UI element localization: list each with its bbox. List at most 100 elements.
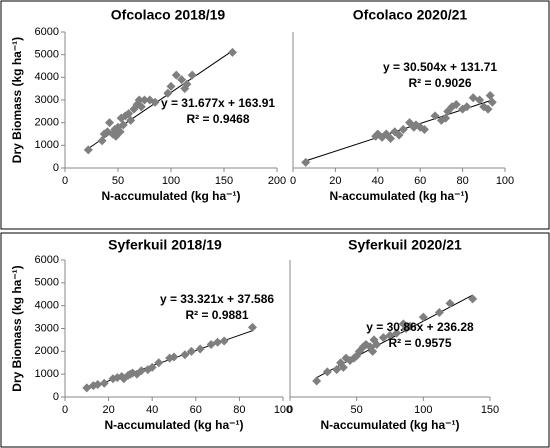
data-point	[368, 346, 378, 356]
y-tick-label: 5000	[35, 277, 59, 289]
data-point	[434, 308, 444, 318]
data-point	[187, 70, 197, 80]
data-point	[462, 102, 472, 112]
trendline-equation: y = 30.504x + 131.71	[383, 60, 497, 74]
trendline-equation: y = 31.677x + 163.91	[161, 96, 275, 110]
data-point	[136, 102, 146, 112]
x-tick-label: 60	[190, 404, 202, 416]
data-point	[487, 97, 497, 107]
trendline-equation: R² = 0.9881	[185, 308, 248, 322]
y-tick-label: 1000	[35, 139, 59, 151]
data-point	[445, 298, 455, 308]
data-point	[485, 90, 495, 100]
x-tick-label: 40	[146, 404, 158, 416]
y-tick-label: 4000	[35, 71, 59, 83]
y-tick-label: 3000	[35, 94, 59, 106]
data-point	[195, 344, 205, 354]
x-tick-label: 150	[481, 404, 499, 416]
y-tick-label: 6000	[35, 254, 59, 266]
x-tick-label: 0	[62, 404, 68, 416]
x-tick-label: 20	[102, 404, 114, 416]
x-tick-label: 100	[274, 404, 292, 416]
trendline-equation: y = 30.86x + 236.28	[366, 320, 474, 334]
chart-title: Syferkuil 2020/21	[348, 237, 462, 253]
trendline-equation: y = 33.321x + 37.586	[160, 292, 274, 306]
y-tick-label: 3000	[35, 322, 59, 334]
x-tick-label: 0	[287, 404, 293, 416]
trendline-equation: R² = 0.9575	[388, 336, 451, 350]
data-point	[105, 118, 115, 128]
data-point	[301, 157, 311, 167]
data-point	[418, 312, 428, 322]
y-tick-label: 2000	[35, 345, 59, 357]
x-tick-label: 60	[414, 175, 426, 187]
data-point	[213, 337, 223, 347]
data-point	[93, 379, 103, 389]
y-tick-label: 0	[53, 162, 59, 174]
data-point	[154, 358, 164, 368]
data-point	[405, 321, 415, 331]
x-tick-label: 100	[162, 175, 180, 187]
data-point	[430, 111, 440, 121]
data-point	[124, 109, 134, 119]
y-tick-label: 2000	[35, 117, 59, 129]
x-tick-label: 40	[372, 175, 384, 187]
data-point	[126, 115, 136, 125]
data-point	[83, 145, 93, 155]
chart-title: Syferkuil 2018/19	[108, 237, 222, 253]
x-tick-label: 100	[414, 404, 432, 416]
x-tick-label: 0	[62, 175, 68, 187]
data-point	[99, 378, 109, 388]
trendline-equation: R² = 0.9468	[186, 112, 249, 126]
data-point	[97, 136, 107, 146]
x-tick-label: 50	[351, 404, 363, 416]
data-point	[140, 95, 149, 105]
data-point	[394, 130, 404, 140]
x-tick-label: 0	[290, 175, 296, 187]
x-tick-label: 200	[268, 175, 286, 187]
x-axis-label: N-accumulated (kg ha⁻¹)	[329, 189, 468, 203]
data-point	[386, 134, 396, 144]
data-point	[134, 95, 144, 105]
data-point	[227, 47, 237, 57]
data-point	[177, 75, 187, 85]
y-axis-label: Dry Biomass (kg ha⁻¹)	[10, 37, 24, 163]
y-tick-label: 1000	[35, 368, 59, 380]
data-point	[171, 70, 181, 80]
data-point	[419, 124, 429, 134]
data-point	[441, 113, 451, 123]
data-point	[219, 336, 229, 346]
x-tick-label: 150	[215, 175, 233, 187]
data-point	[147, 362, 157, 372]
data-point	[338, 362, 348, 372]
data-point	[398, 124, 408, 134]
data-point	[182, 79, 192, 89]
panel-border	[0, 232, 550, 448]
data-point	[468, 294, 478, 304]
data-point	[169, 352, 179, 362]
data-point	[451, 100, 461, 110]
data-point	[150, 97, 160, 107]
data-point	[180, 350, 190, 360]
data-point	[115, 127, 125, 137]
x-axis-label: N-accumulated (kg ha⁻¹)	[104, 418, 243, 432]
data-point	[247, 322, 257, 332]
panel-border	[0, 0, 550, 230]
data-point	[166, 81, 176, 91]
data-point	[372, 339, 382, 349]
data-point	[163, 88, 173, 98]
data-point	[136, 366, 146, 376]
data-point	[312, 376, 322, 386]
chart-title: Ofcolaco 2020/21	[353, 7, 468, 23]
trendline-equation: R² = 0.9026	[408, 76, 471, 90]
data-point	[322, 367, 332, 377]
y-axis-label: Dry Biomass (kg ha⁻¹)	[10, 265, 24, 391]
y-tick-label: 6000	[35, 26, 59, 38]
x-tick-label: 20	[329, 175, 341, 187]
y-tick-label: 0	[53, 391, 59, 403]
x-tick-label: 50	[112, 175, 124, 187]
data-point	[186, 346, 196, 356]
x-tick-label: 100	[496, 175, 514, 187]
x-tick-label: 80	[233, 404, 245, 416]
